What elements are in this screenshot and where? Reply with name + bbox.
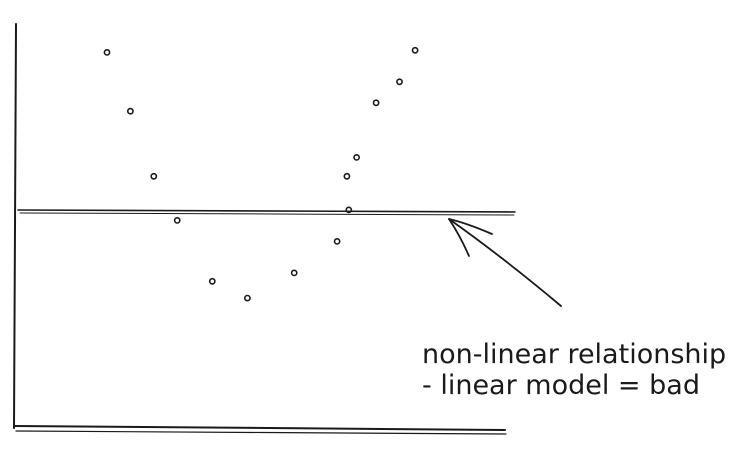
- data-points: [103, 46, 419, 302]
- data-point: [333, 237, 341, 245]
- linear-fit-line: [17, 209, 516, 216]
- data-point: [345, 206, 353, 214]
- fit-line-stroke-2: [19, 212, 515, 216]
- data-point: [150, 172, 158, 180]
- fit-line-stroke: [17, 209, 516, 213]
- data-point: [372, 99, 380, 107]
- annotation-arrowhead: [448, 218, 493, 257]
- data-point: [173, 216, 181, 224]
- y-axis: [13, 23, 17, 429]
- x-axis-stroke-2: [15, 430, 507, 435]
- annotation-line-1: non-linear relationship: [422, 339, 726, 370]
- data-point: [290, 269, 298, 277]
- data-point: [343, 172, 351, 180]
- data-point: [208, 277, 216, 285]
- data-point: [126, 107, 134, 115]
- data-point: [411, 46, 419, 54]
- x-axis: [13, 425, 506, 431]
- data-point: [103, 49, 111, 56]
- annotation-arrow: [448, 218, 562, 307]
- data-point: [353, 153, 360, 161]
- data-point: [243, 294, 251, 302]
- annotation-line-2: - linear model = bad: [422, 370, 700, 401]
- data-point: [396, 78, 403, 86]
